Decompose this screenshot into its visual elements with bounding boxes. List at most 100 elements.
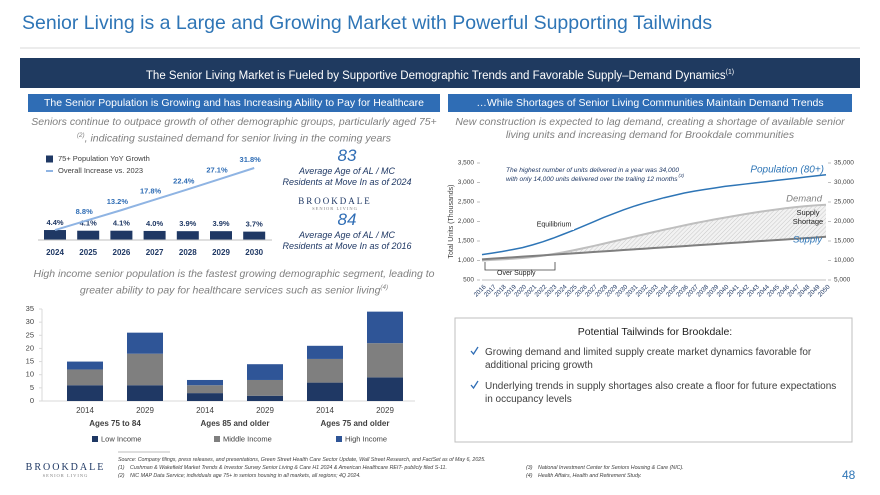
slide-title: Senior Living is a Large and Growing Mar… — [22, 12, 713, 34]
bar-segment — [187, 379, 223, 386]
series-label: Supply — [793, 235, 823, 246]
legend-swatch — [46, 170, 53, 172]
logo-name: BROOKDALE — [298, 196, 372, 206]
bar — [44, 230, 66, 240]
annotation: with only 14,000 units delivered over th… — [506, 176, 678, 183]
series-label: Population (80+) — [750, 165, 824, 176]
series-label: Demand — [786, 194, 823, 205]
bar-segment — [187, 393, 223, 401]
bar-label: 4.1% — [113, 219, 130, 228]
x-tick-label: 2028 — [179, 248, 197, 257]
intro-text: Seniors continue to outpace growth of ot… — [31, 116, 437, 128]
note-text: Health Affairs, Health and Retirement St… — [538, 473, 642, 479]
x-tick-label: 2030 — [245, 248, 263, 257]
bar-segment — [307, 358, 343, 383]
bar — [77, 230, 100, 240]
bar-segment — [67, 385, 103, 401]
legend-swatch — [336, 436, 342, 442]
bar-label: 3.9% — [179, 219, 196, 228]
logo-name: BROOKDALE — [25, 462, 106, 473]
y-tick-label: 2,500 — [458, 199, 475, 206]
oversupply-bracket — [484, 262, 556, 271]
y-tick-label: 15 — [26, 357, 34, 366]
x-tick-label: 2014 — [76, 406, 94, 415]
banner-text: The Senior Living Market is Fueled by Su… — [145, 69, 726, 82]
note-ref: (3) — [526, 465, 533, 471]
x-tick-label: 2029 — [256, 406, 274, 415]
bar-segment — [127, 385, 163, 401]
stat-value: 83 — [337, 146, 357, 165]
note-row: (2) NIC MAP Data Service; individuals age… — [118, 472, 818, 480]
bar-label: 3.7% — [246, 220, 263, 229]
x-tick-label: 2025 — [79, 248, 97, 257]
note-ref: (4) — [526, 473, 533, 479]
y-tick-label: 1,500 — [458, 238, 475, 245]
y-tick-label: 20 — [26, 343, 34, 352]
line-label: 27.1% — [206, 166, 228, 175]
y2-tick-label: 20,000 — [834, 218, 854, 225]
x-tick-label: 2050 — [817, 283, 832, 298]
x-tick-label: 2027 — [146, 248, 164, 257]
legend-label: 75+ Population YoY Growth — [58, 154, 150, 163]
note-row: (1) Cushman & Wakefield Market Trends & I… — [118, 464, 818, 472]
line-label: 13.2% — [107, 197, 129, 206]
income-note: High income senior population is the fas… — [30, 268, 438, 298]
x-tick-label: 2014 — [196, 406, 214, 415]
logo-tagline: SENIOR LIVING — [42, 473, 89, 478]
note-text: National Investment Center for Seniors H… — [538, 465, 684, 471]
bar-label: 3.9% — [212, 219, 229, 228]
legend-swatch — [46, 155, 53, 163]
bar-segment — [367, 311, 403, 344]
tailwinds-box — [454, 317, 853, 443]
note: (4) Health Affairs, Health and Retirement… — [526, 472, 642, 480]
y-tick-label: 35 — [26, 304, 34, 313]
bullet: Underlying trends in supply shortages al… — [470, 380, 840, 406]
bar-segment — [307, 382, 343, 401]
bar — [210, 231, 232, 240]
intro-ref: (2) — [76, 132, 85, 139]
legend-label: Overall Increase vs. 2023 — [58, 166, 143, 175]
y-tick-label: 500 — [463, 277, 474, 284]
oversupply-label: Over Supply — [497, 270, 536, 277]
y2-tick-label: 35,000 — [834, 160, 854, 167]
x-tick-label: 2026 — [113, 248, 131, 257]
annotation-ref: (3) — [679, 173, 685, 178]
group-label: Ages 85 and older — [201, 419, 270, 428]
bar-segment — [67, 369, 103, 386]
source: Source: Company filings, press releases,… — [118, 457, 486, 463]
y-tick-label: 0 — [30, 396, 34, 405]
page-number: 48 — [842, 468, 856, 482]
x-tick-label: 2029 — [136, 406, 154, 415]
bar-segment — [67, 361, 103, 370]
bar-segment — [307, 345, 343, 359]
bar — [143, 230, 166, 240]
line — [54, 167, 255, 231]
bar-segment — [247, 364, 283, 380]
equilibrium-label: Equilibrium — [537, 221, 572, 228]
line — [481, 173, 827, 256]
note-text: Cushman & Wakefield Market Trends & Inve… — [130, 465, 447, 471]
bar-label: 4.4% — [46, 218, 63, 227]
income-ref: (4) — [380, 284, 389, 291]
line — [481, 235, 827, 261]
y-tick-label: 3,000 — [458, 179, 475, 186]
line-label: 22.4% — [173, 176, 195, 185]
stat-text: Average Age of AL / MC Residents at Move… — [282, 166, 412, 187]
y-tick-label: 10 — [26, 370, 34, 379]
right-header: …While Shortages of Senior Living Commun… — [448, 94, 852, 112]
check-icon — [470, 346, 479, 356]
bullet-text: Growing demand and limited supply create… — [485, 347, 812, 371]
tailwinds-title: Potential Tailwinds for Brookdale: — [577, 326, 733, 338]
footer-logo: BROOKDALE SENIOR LIVING — [18, 462, 113, 478]
legend-swatch — [92, 436, 98, 442]
logo: BROOKDALE SENIOR LIVING — [290, 196, 380, 211]
group-label: Ages 75 to 84 — [89, 419, 141, 428]
logo-tagline: SENIOR LIVING — [312, 206, 358, 211]
bar-segment — [367, 343, 403, 378]
legend-label: Middle Income — [223, 434, 272, 443]
check-icon — [470, 380, 479, 390]
line-label: 8.8% — [76, 207, 93, 216]
legend-label: Low Income — [101, 434, 141, 443]
y-tick-label: 1,000 — [458, 257, 475, 264]
